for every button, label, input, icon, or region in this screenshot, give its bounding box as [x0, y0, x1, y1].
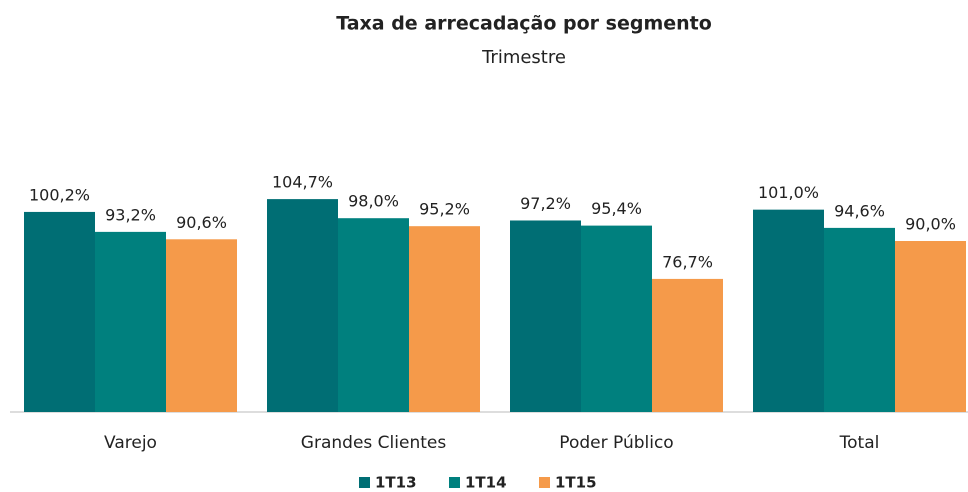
value-label: 93,2% — [105, 205, 156, 224]
bar — [510, 220, 581, 412]
x-tick-label: Grandes Clientes — [301, 433, 447, 453]
value-label: 90,6% — [176, 213, 227, 232]
bar — [95, 231, 166, 412]
value-label: 94,6% — [834, 201, 885, 220]
value-label: 97,2% — [520, 194, 571, 213]
x-tick-label: Poder Público — [559, 433, 673, 453]
bar — [24, 211, 95, 412]
bar — [753, 209, 824, 412]
bar — [267, 199, 338, 412]
bar — [895, 241, 966, 412]
legend-label: 1T14 — [465, 474, 507, 492]
legend-swatch — [539, 477, 550, 488]
legend-swatch — [449, 477, 460, 488]
chart-subtitle: Trimestre — [481, 47, 566, 68]
value-label: 104,7% — [272, 173, 333, 192]
value-label: 95,4% — [591, 199, 642, 218]
value-label: 90,0% — [905, 215, 956, 234]
value-label: 95,2% — [419, 200, 470, 219]
bar — [581, 225, 652, 412]
legend-swatch — [359, 477, 370, 488]
value-label: 100,2% — [29, 185, 90, 204]
bar — [166, 239, 237, 412]
x-tick-label: Varejo — [104, 433, 157, 453]
chart-title: Taxa de arrecadação por segmento — [336, 13, 712, 35]
bar — [824, 227, 895, 412]
value-label: 101,0% — [758, 183, 819, 202]
legend-label: 1T15 — [555, 474, 597, 492]
x-tick-label: Total — [839, 433, 880, 453]
bar — [338, 218, 409, 412]
value-label: 76,7% — [662, 252, 713, 271]
legend-label: 1T13 — [375, 474, 417, 492]
bar — [652, 278, 723, 412]
bar — [409, 226, 480, 412]
value-label: 98,0% — [348, 192, 399, 211]
